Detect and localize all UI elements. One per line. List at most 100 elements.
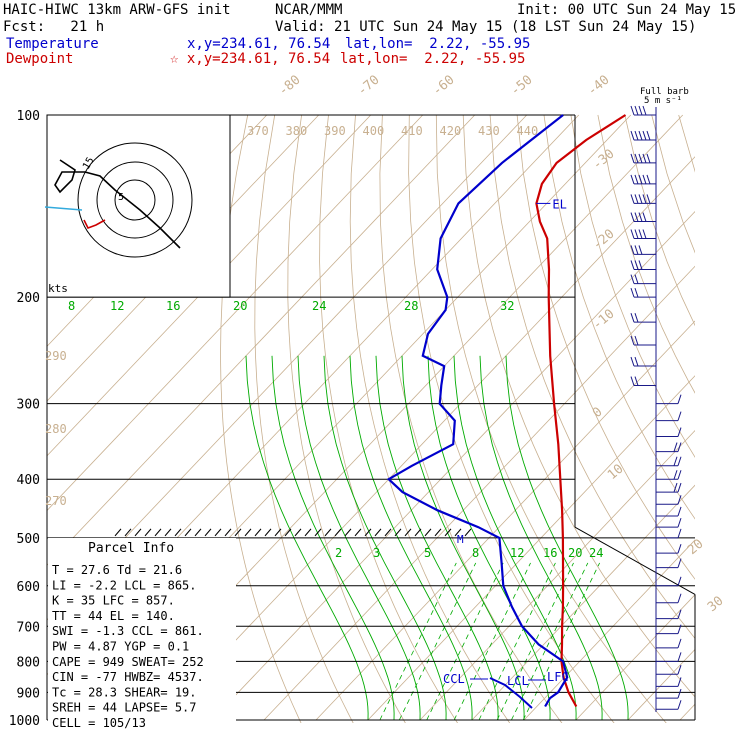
- barb-flag: [642, 153, 647, 164]
- wind-barb: [630, 105, 656, 116]
- barb-flag: [677, 528, 682, 539]
- hatch-mark: [354, 528, 362, 537]
- pressure-tick-label: 500: [17, 532, 40, 547]
- profile-lines: [386, 114, 627, 709]
- hodograph-ring: [77, 142, 193, 258]
- barb-flag: [638, 245, 643, 255]
- wind-barb: [656, 517, 682, 528]
- barb-flag: [677, 394, 682, 404]
- hatch-mark: [434, 528, 442, 537]
- parcel-panel-bg: [48, 538, 236, 723]
- mixing-ratio-label: 3: [373, 546, 380, 560]
- theta-e-label: 24: [312, 299, 326, 313]
- barb-flag: [677, 517, 682, 528]
- theta-label: 290: [45, 349, 67, 363]
- dry-adiabat-line: [254, 114, 354, 723]
- pressure-tick-label: 400: [17, 473, 40, 488]
- moist-adiabat-line: [505, 355, 629, 721]
- ccl-label: CCL: [443, 672, 465, 686]
- barb-flag: [634, 229, 639, 239]
- barb-flag: [638, 153, 643, 164]
- mixing-ratio-label: 8: [472, 546, 479, 560]
- barb-legend-line1: Full barb: [640, 87, 689, 97]
- barb-flag: [642, 105, 647, 116]
- mixing-ratio-label: 5: [424, 546, 431, 560]
- pressure-tick-label: 900: [17, 686, 40, 701]
- barb-flag: [646, 174, 651, 185]
- hatch-mark: [324, 528, 332, 537]
- wind-barb: [630, 356, 656, 367]
- forecast-hour: Fcst: 21 h: [3, 19, 105, 35]
- isotherm-line: [47, 114, 476, 566]
- temperature-latlon: lat,lon= 2.22, -55.95: [345, 36, 531, 52]
- wind-barb: [656, 677, 682, 687]
- hatch-mark: [194, 528, 202, 537]
- wind-barb: [656, 700, 682, 710]
- hatch-mark: [264, 528, 272, 537]
- barb-flag: [630, 376, 635, 386]
- barb-flag: [638, 105, 643, 116]
- hatch-mark: [114, 528, 122, 537]
- hodograph-sfc: [83, 219, 106, 230]
- barb-flag: [630, 287, 635, 298]
- barb-flag: [634, 174, 639, 185]
- barb-flag: [634, 335, 639, 346]
- moist-adiabat-line: [349, 355, 473, 721]
- hatch-mark: [344, 528, 352, 537]
- barb-flag: [646, 194, 651, 204]
- isotherm-label: 0: [590, 405, 606, 422]
- mixing-ratio-label: 12: [510, 546, 524, 560]
- barb-flag: [630, 174, 635, 185]
- barb-flag: [630, 335, 635, 346]
- parcel-info-row: T = 27.6 Td = 21.6: [52, 563, 182, 577]
- parcel-path: [489, 677, 533, 709]
- parcel-info-row: LI = -2.2 LCL = 865.: [52, 578, 197, 592]
- hatch-mark: [254, 528, 262, 537]
- isotherm-label: -80: [276, 72, 304, 99]
- wind-barb: [656, 427, 682, 438]
- pressure-tick-label: 200: [17, 291, 40, 306]
- wind-barb: [656, 482, 682, 493]
- pressure-tick-label: 600: [17, 580, 40, 595]
- barb-flag: [673, 482, 678, 493]
- hatch-mark: [244, 528, 252, 537]
- wind-barb: [630, 376, 656, 387]
- dry-adiabat-line: [678, 114, 695, 173]
- mixing-ratio-line: [496, 562, 574, 721]
- barb-flag: [642, 212, 647, 222]
- mixing-ratio-line: [398, 562, 477, 721]
- barb-flag: [630, 313, 635, 323]
- barb-flag: [634, 376, 639, 386]
- parcel-info-row: SWI = -1.3 CCL = 861.: [52, 624, 204, 638]
- wind-barb: [656, 442, 682, 453]
- barb-flag: [630, 356, 635, 367]
- moist-adiabat-line: [479, 355, 603, 721]
- pressure-tick-label: 800: [17, 655, 40, 670]
- valid-time: Valid: 21 UTC Sun 24 May 15 (18 LST Sun …: [275, 19, 697, 35]
- theta-label: 280: [45, 422, 67, 436]
- moist-adiabat-line: [323, 355, 447, 721]
- mixing-ratio-line: [522, 562, 600, 721]
- barb-flag: [638, 260, 643, 270]
- wind-barb: [656, 544, 682, 554]
- isotherm-line: [679, 703, 695, 721]
- dry-adiabat-line: [435, 114, 667, 723]
- hatch-mark: [134, 528, 142, 537]
- wind-barb: [656, 609, 682, 620]
- parcel-info-row: TT = 44 EL = 140.: [52, 609, 175, 623]
- isotherm-label: -40: [585, 72, 613, 99]
- isotherm-line: [315, 320, 695, 721]
- barb-flag: [630, 105, 635, 116]
- wind-barb: [656, 394, 682, 405]
- isotherm-line: [367, 375, 695, 721]
- hatch-mark: [334, 528, 342, 537]
- pressure-tick-label: 700: [17, 620, 40, 635]
- theta-label: 440: [517, 124, 539, 138]
- hatch-mark: [444, 528, 452, 537]
- hodograph-units: kts: [48, 282, 68, 295]
- isotherm-label: -50: [508, 72, 536, 99]
- mixing-ratio-label: 16: [543, 546, 557, 560]
- dewpoint-profile: [386, 114, 569, 708]
- barb-flag: [638, 212, 643, 222]
- wind-barb: [630, 229, 656, 239]
